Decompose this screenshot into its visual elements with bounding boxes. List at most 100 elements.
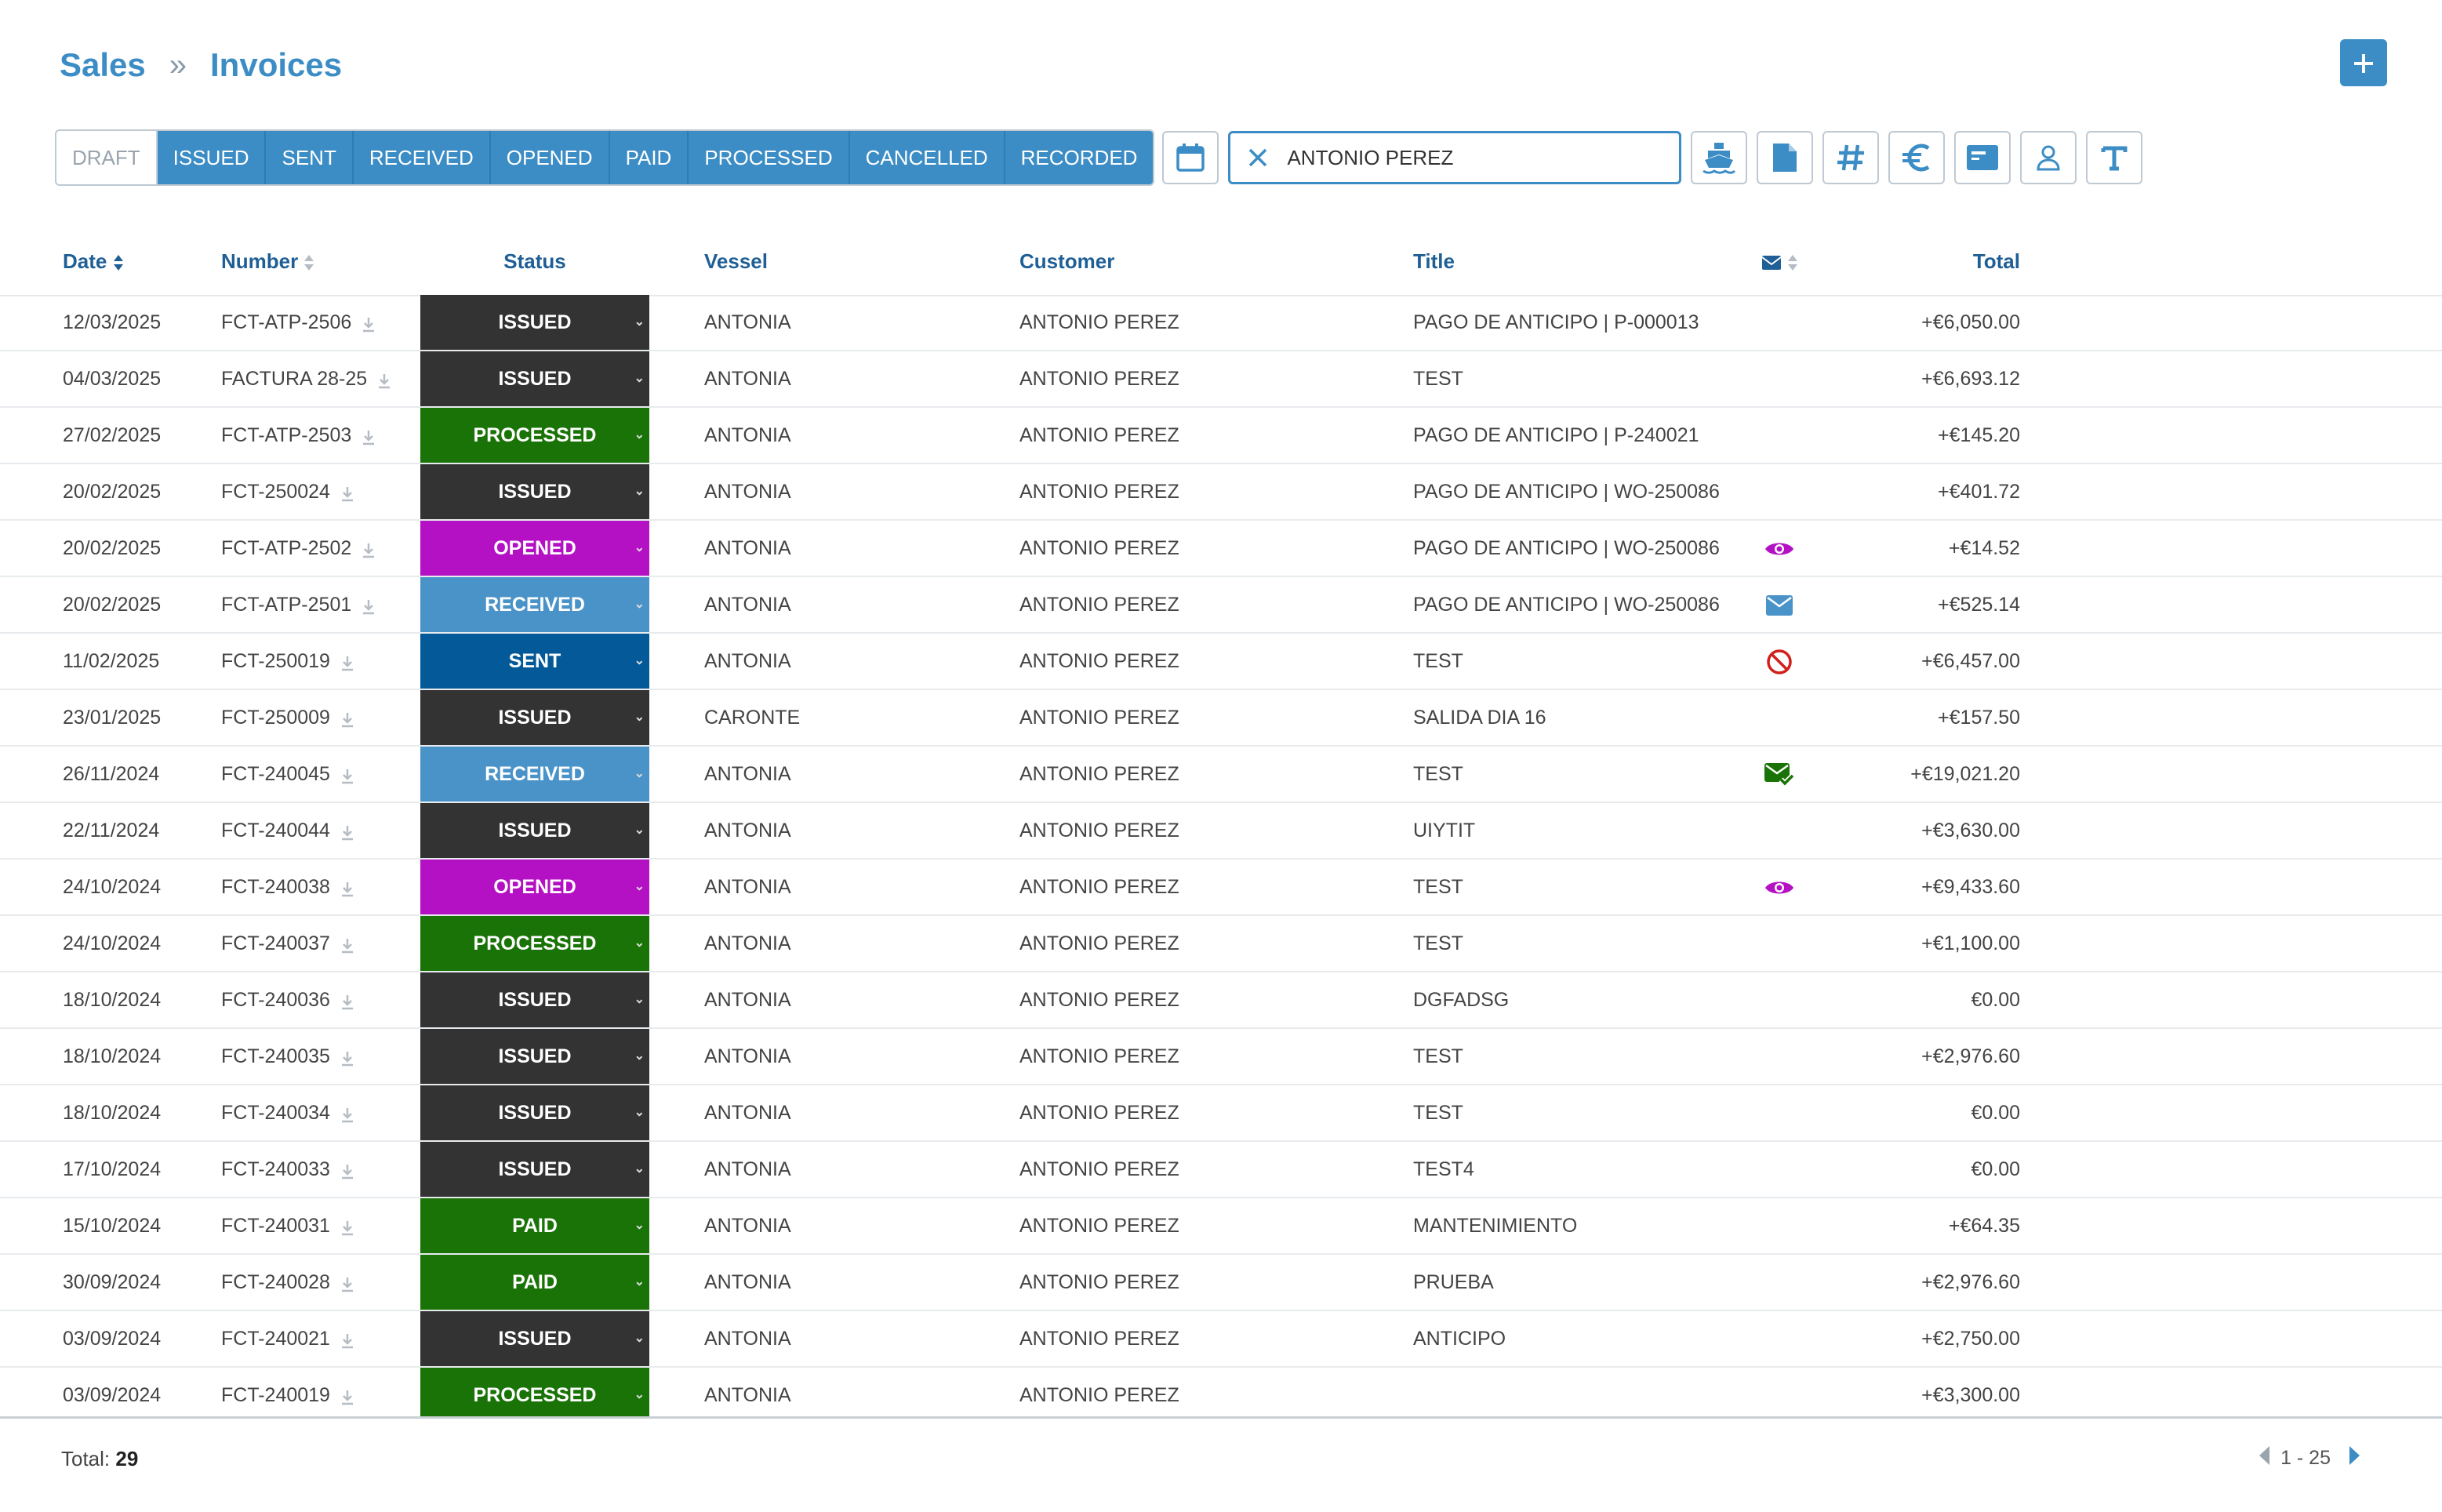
download-icon[interactable] [341, 917, 354, 972]
invoice-number[interactable]: FCT-240031 [221, 1215, 330, 1237]
table-row[interactable]: 27/02/2025 FCT-ATP-2503 PROCESSED ⌄ ANTONIA A… [0, 408, 2442, 464]
invoice-number[interactable]: FCT-240028 [221, 1271, 330, 1293]
status-dropdown[interactable]: ISSUED ⌄ [420, 1029, 649, 1084]
download-icon[interactable] [341, 1256, 354, 1310]
status-filter-sent[interactable]: SENT [266, 131, 354, 184]
table-row[interactable]: 17/10/2024 FCT-240033 ISSUED ⌄ ANTONIA ANTONI… [0, 1142, 2442, 1198]
table-row[interactable]: 18/10/2024 FCT-240036 ISSUED ⌄ ANTONIA ANTONI… [0, 972, 2442, 1029]
invoice-number[interactable]: FCT-240044 [221, 820, 330, 841]
status-dropdown[interactable]: ISSUED ⌄ [420, 464, 649, 519]
download-icon[interactable] [341, 860, 354, 915]
download-icon[interactable] [341, 973, 354, 1028]
invoice-number[interactable]: FCT-240045 [221, 763, 330, 785]
status-dropdown[interactable]: ISSUED ⌄ [420, 1085, 649, 1140]
table-row[interactable]: 22/11/2024 FCT-240044 ISSUED ⌄ ANTONIA ANTONI… [0, 803, 2442, 860]
status-filter-received[interactable]: RECEIVED [353, 131, 491, 184]
download-icon[interactable] [362, 296, 375, 351]
download-icon[interactable] [341, 1143, 354, 1198]
download-icon[interactable] [378, 352, 391, 407]
status-dropdown[interactable]: ISSUED ⌄ [420, 803, 649, 858]
table-row[interactable]: 20/02/2025 FCT-ATP-2501 RECEIVED ⌄ ANTONIA AN… [0, 577, 2442, 634]
invoice-number[interactable]: FCT-ATP-2501 [221, 594, 352, 616]
customer-filter-button[interactable] [2020, 131, 2077, 184]
download-icon[interactable] [341, 465, 354, 520]
table-row[interactable]: 15/10/2024 FCT-240031 PAID ⌄ ANTONIA ANTONIO … [0, 1198, 2442, 1255]
status-filter-issued[interactable]: ISSUED [157, 131, 267, 184]
table-row[interactable]: 24/10/2024 FCT-240037 PROCESSED ⌄ ANTONIA ANT… [0, 916, 2442, 972]
status-dropdown[interactable]: ISSUED ⌄ [420, 351, 649, 406]
status-dropdown[interactable]: RECEIVED ⌄ [420, 747, 649, 801]
table-row[interactable]: 03/09/2024 FCT-240021 ISSUED ⌄ ANTONIA ANTONI… [0, 1311, 2442, 1368]
title-filter-button[interactable] [2086, 131, 2143, 184]
status-filter-opened[interactable]: OPENED [490, 131, 610, 184]
invoice-number[interactable]: FCT-250019 [221, 650, 330, 672]
invoice-number[interactable]: FCT-240019 [221, 1384, 330, 1406]
invoice-number[interactable]: FCT-ATP-2502 [221, 537, 352, 559]
column-header-number[interactable]: Number [221, 235, 314, 295]
table-row[interactable]: 26/11/2024 FCT-240045 RECEIVED ⌄ ANTONIA ANTO… [0, 747, 2442, 803]
status-dropdown[interactable]: PAID ⌄ [420, 1198, 649, 1253]
document-filter-button[interactable] [1757, 131, 1814, 184]
column-header-mail-status[interactable] [1761, 235, 1798, 295]
status-dropdown[interactable]: PAID ⌄ [420, 1255, 649, 1310]
download-icon[interactable] [341, 691, 354, 746]
invoice-number[interactable]: FCT-240033 [221, 1158, 330, 1180]
status-dropdown[interactable]: ISSUED ⌄ [420, 690, 649, 745]
download-icon[interactable] [362, 578, 375, 633]
table-row[interactable]: 04/03/2025 FACTURA 28-25 ISSUED ⌄ ANTONIA ANT… [0, 351, 2442, 408]
download-icon[interactable] [362, 522, 375, 576]
vessel-filter-button[interactable] [1691, 131, 1748, 184]
breadcrumb-sales-link[interactable]: Sales [60, 46, 146, 83]
add-invoice-button[interactable] [2340, 39, 2387, 86]
status-filter-draft[interactable]: DRAFT [56, 131, 158, 184]
table-row[interactable]: 11/02/2025 FCT-250019 SENT ⌄ ANTONIA ANTONIO … [0, 634, 2442, 690]
search-input[interactable] [1285, 144, 1666, 171]
date-filter-button[interactable] [1162, 131, 1219, 184]
status-dropdown[interactable]: PROCESSED ⌄ [420, 1368, 649, 1416]
status-dropdown[interactable]: ISSUED ⌄ [420, 1142, 649, 1197]
table-row[interactable]: 30/09/2024 FCT-240028 PAID ⌄ ANTONIA ANTONIO … [0, 1255, 2442, 1311]
table-row[interactable]: 23/01/2025 FCT-250009 ISSUED ⌄ CARONTE ANTONI… [0, 690, 2442, 747]
column-header-date[interactable]: Date [63, 235, 124, 295]
table-row[interactable]: 18/10/2024 FCT-240035 ISSUED ⌄ ANTONIA ANTONI… [0, 1029, 2442, 1085]
clear-search-button[interactable] [1230, 146, 1285, 169]
number-filter-button[interactable] [1822, 131, 1880, 184]
invoice-number[interactable]: FCT-ATP-2503 [221, 424, 352, 446]
download-icon[interactable] [341, 804, 354, 859]
status-dropdown[interactable]: OPENED ⌄ [420, 860, 649, 914]
table-row[interactable]: 20/02/2025 FCT-ATP-2502 OPENED ⌄ ANTONIA ANTO… [0, 521, 2442, 577]
table-row[interactable]: 12/03/2025 FCT-ATP-2506 ISSUED ⌄ ANTONIA ANTO… [0, 295, 2442, 351]
table-row[interactable]: 24/10/2024 FCT-240038 OPENED ⌄ ANTONIA ANTONI… [0, 860, 2442, 916]
amount-filter-button[interactable] [1888, 131, 1946, 184]
invoice-number[interactable]: FCT-250024 [221, 481, 330, 503]
status-dropdown[interactable]: RECEIVED ⌄ [420, 577, 649, 632]
status-dropdown[interactable]: SENT ⌄ [420, 634, 649, 689]
card-filter-button[interactable] [1954, 131, 2011, 184]
download-icon[interactable] [341, 634, 354, 689]
table-row[interactable]: 03/09/2024 FCT-240019 PROCESSED ⌄ ANTONIA ANT… [0, 1368, 2442, 1416]
invoice-number[interactable]: FCT-240036 [221, 989, 330, 1011]
next-page-button[interactable] [2348, 1445, 2360, 1471]
invoice-number[interactable]: FCT-240035 [221, 1045, 330, 1067]
invoice-number[interactable]: FCT-250009 [221, 707, 330, 729]
download-icon[interactable] [341, 1312, 354, 1367]
table-row[interactable]: 20/02/2025 FCT-250024 ISSUED ⌄ ANTONIA ANTONI… [0, 464, 2442, 521]
status-dropdown[interactable]: ISSUED ⌄ [420, 295, 649, 350]
status-dropdown[interactable]: OPENED ⌄ [420, 521, 649, 576]
invoice-number[interactable]: FCT-ATP-2506 [221, 311, 352, 333]
invoice-number[interactable]: FCT-240038 [221, 876, 330, 898]
previous-page-button[interactable] [2258, 1445, 2271, 1471]
download-icon[interactable] [341, 1368, 354, 1416]
download-icon[interactable] [341, 1086, 354, 1141]
table-row[interactable]: 18/10/2024 FCT-240034 ISSUED ⌄ ANTONIA ANTONI… [0, 1085, 2442, 1142]
download-icon[interactable] [341, 747, 354, 802]
status-filter-cancelled[interactable]: CANCELLED [849, 131, 1005, 184]
status-dropdown[interactable]: ISSUED ⌄ [420, 1311, 649, 1366]
status-dropdown[interactable]: PROCESSED ⌄ [420, 916, 649, 971]
download-icon[interactable] [341, 1199, 354, 1254]
status-filter-recorded[interactable]: RECORDED [1005, 131, 1154, 184]
status-dropdown[interactable]: PROCESSED ⌄ [420, 408, 649, 463]
download-icon[interactable] [341, 1030, 354, 1085]
invoice-number[interactable]: FACTURA 28-25 [221, 368, 368, 390]
download-icon[interactable] [362, 409, 375, 463]
